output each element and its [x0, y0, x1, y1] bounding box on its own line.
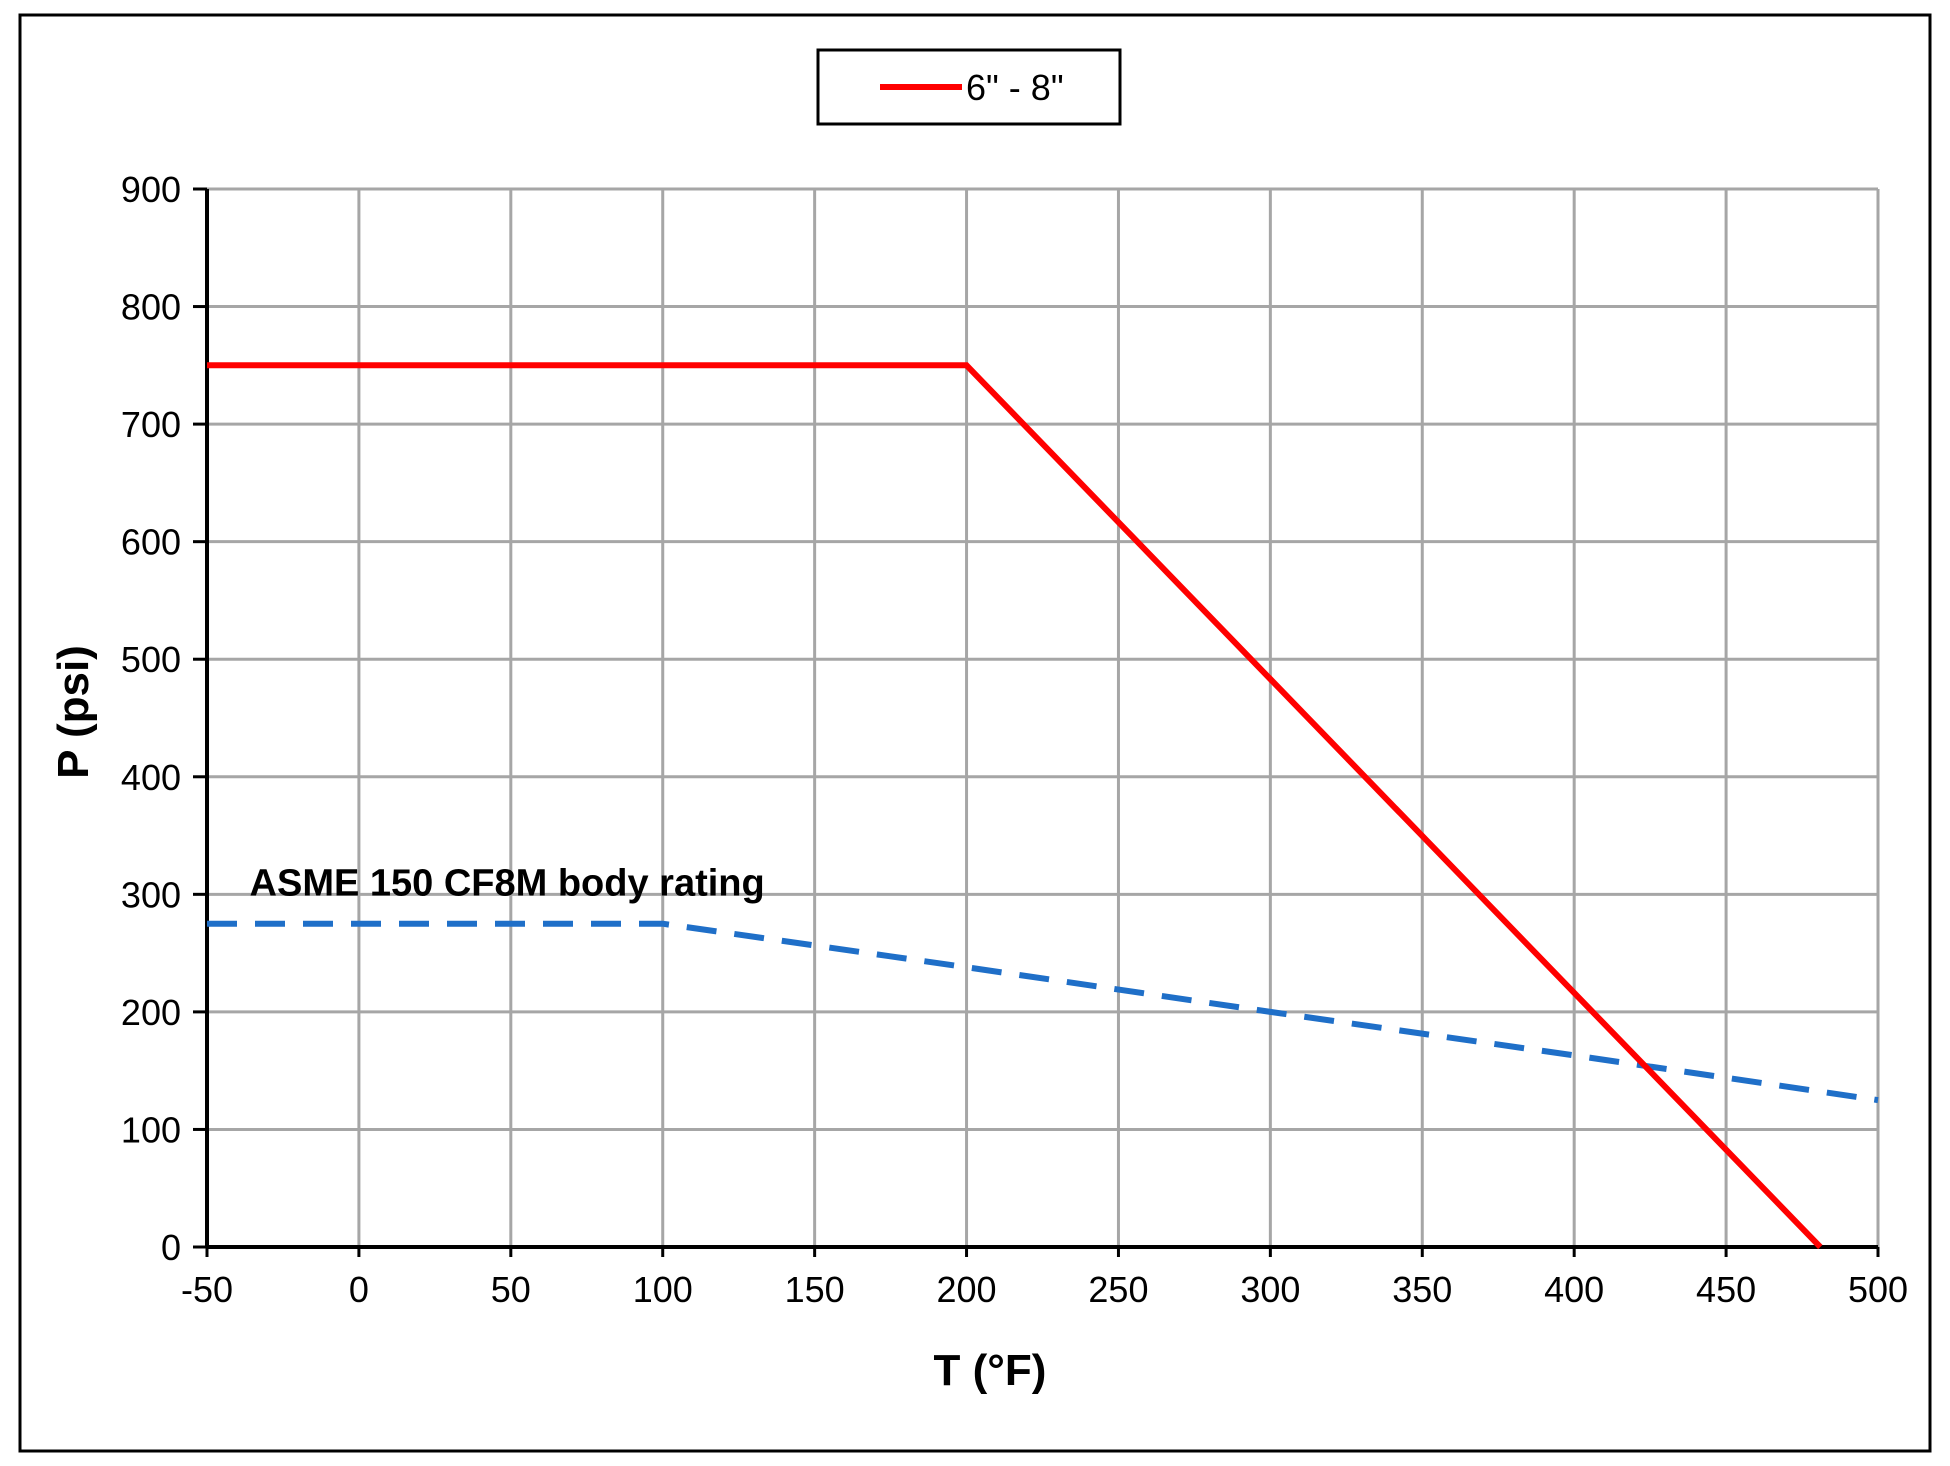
- x-tick-label: 350: [1392, 1269, 1452, 1310]
- tick-labels: -50 0 50 100 150 200 250 300 350 400 450 5000100200…: [121, 169, 1908, 1310]
- y-tick-label: 0: [161, 1227, 181, 1268]
- x-tick-label: 150: [785, 1269, 845, 1310]
- series-layer: [207, 362, 1879, 1250]
- y-tick-label: 400: [121, 757, 181, 798]
- axes: [193, 187, 1880, 1257]
- y-tick-label: 800: [121, 287, 181, 328]
- y-tick-label: 500: [121, 639, 181, 680]
- legend: 6" - 8": [816, 48, 1122, 126]
- x-tick-label: 450: [1696, 1269, 1756, 1310]
- outer-frame: [18, 13, 1932, 1453]
- x-tick-label: 0: [349, 1269, 369, 1310]
- x-tick-label: 300: [1240, 1269, 1300, 1310]
- x-tick-label: 200: [937, 1269, 997, 1310]
- series-line-asme-rating: [207, 920, 1879, 1104]
- legend-box: [816, 48, 1122, 126]
- asme-annotation: ASME 150 CF8M body rating: [250, 863, 765, 905]
- x-tick-label: 500: [1848, 1269, 1908, 1310]
- y-tick-label: 200: [121, 992, 181, 1033]
- y-tick-label: 900: [121, 169, 181, 210]
- legend-label: 6" - 8": [966, 67, 1064, 108]
- y-tick-label: 600: [121, 522, 181, 563]
- x-tick-label: 400: [1544, 1269, 1604, 1310]
- y-tick-label: 700: [121, 404, 181, 445]
- x-tick-label: 250: [1088, 1269, 1148, 1310]
- y-tick-label: 300: [121, 874, 181, 915]
- x-tick-label: -50: [181, 1269, 233, 1310]
- x-axis-title: T (°F): [934, 1346, 1047, 1395]
- y-axis-title: P (psi): [49, 645, 98, 779]
- y-tick-label: 100: [121, 1109, 181, 1150]
- x-tick-label: 100: [633, 1269, 693, 1310]
- series-line-6-8: [207, 362, 1823, 1250]
- x-tick-label: 50: [491, 1269, 531, 1310]
